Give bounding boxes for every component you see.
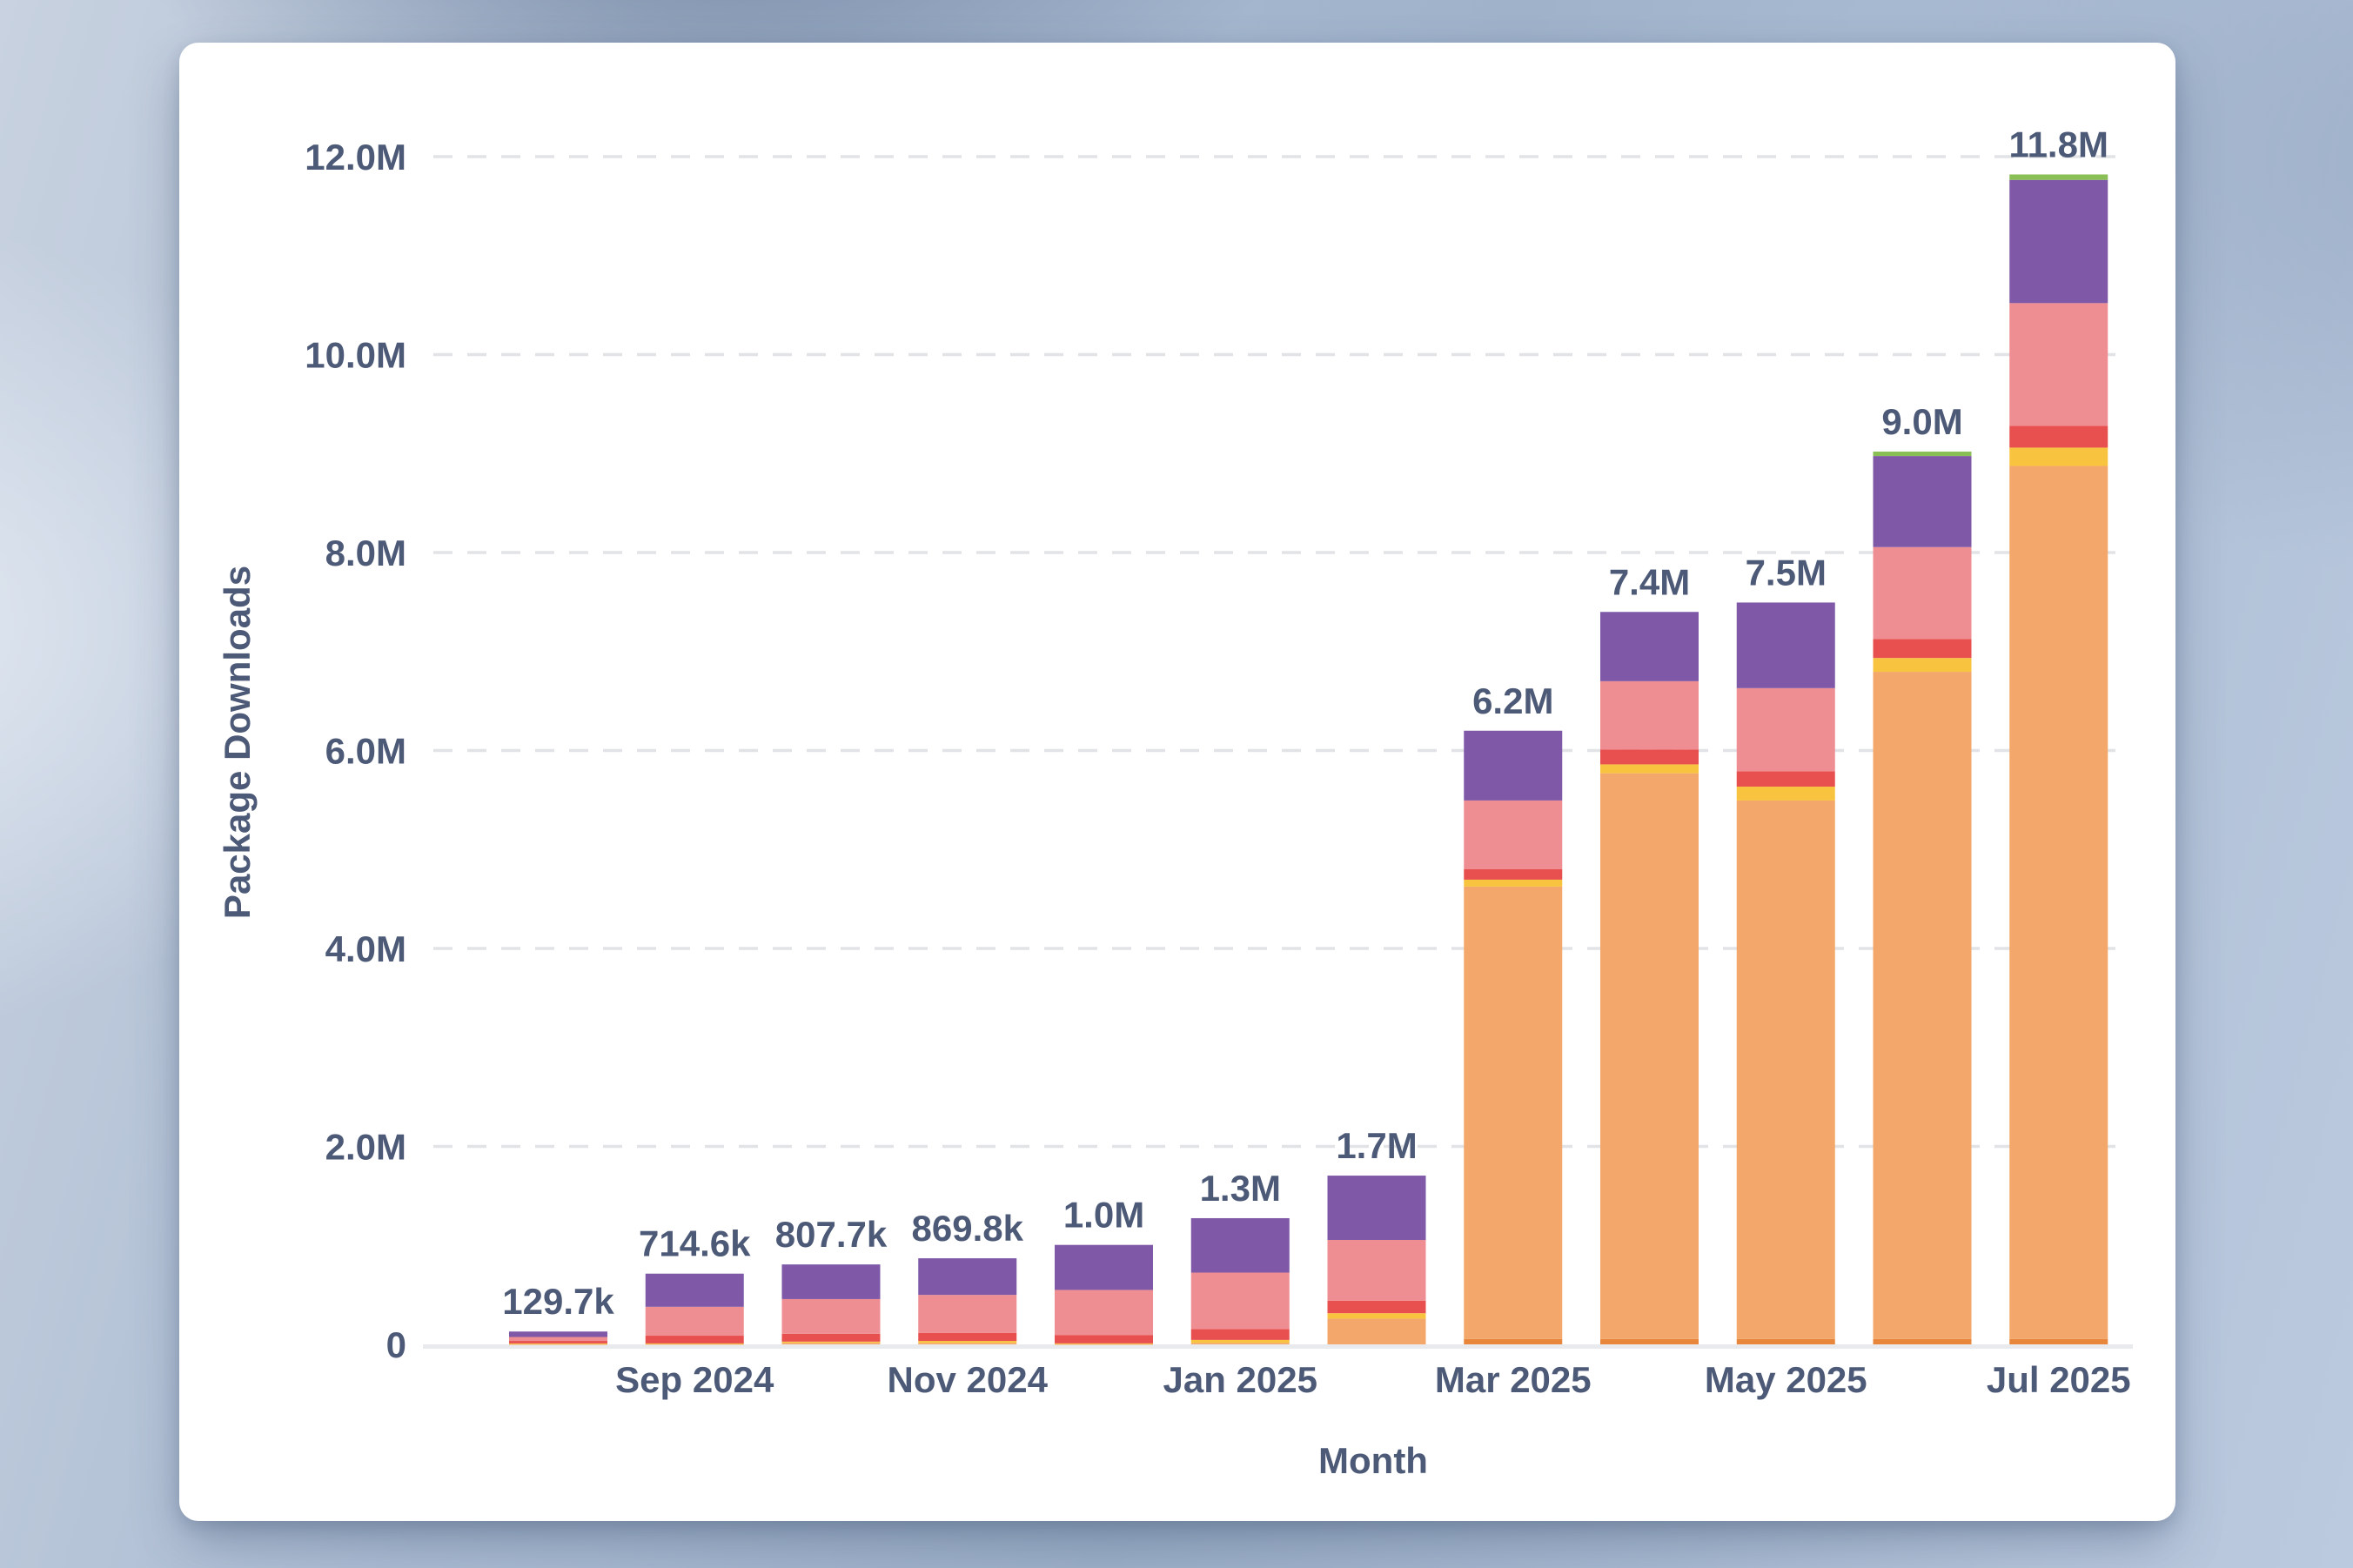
bar-segment-purple-feb-2025 bbox=[1327, 1176, 1426, 1240]
bar-total-label: 869.8k bbox=[912, 1208, 1024, 1249]
bar-segment-purple-oct-2024 bbox=[781, 1264, 881, 1299]
y-axis-title: Package Downloads bbox=[217, 566, 258, 919]
bar-segment-red-oct-2024 bbox=[781, 1333, 881, 1342]
bar-segment-red-feb-2025 bbox=[1327, 1300, 1426, 1314]
bar-value-labels-group: 129.7k 714.6k 807.7k 869.8k 1.0M 1.3M 1.7M 6.2M… bbox=[502, 124, 2108, 1322]
bar-segment-yellow-apr-2025 bbox=[1600, 764, 1699, 774]
bar-segment-pink-apr-2025 bbox=[1600, 680, 1699, 750]
bar-total-label: 1.7M bbox=[1336, 1125, 1417, 1166]
bar-segment-purple-jan-2025 bbox=[1190, 1217, 1290, 1273]
bar-segment-purple-nov-2024 bbox=[918, 1258, 1017, 1296]
bar-segment-purple-sep-2024 bbox=[645, 1273, 744, 1307]
bar-segment-orange-apr-2025 bbox=[1600, 773, 1699, 1339]
bar-segment-dark-orange-may-2025 bbox=[1736, 1338, 1835, 1344]
bar-segment-purple-apr-2025 bbox=[1600, 612, 1699, 681]
bar-segment-orange-nov-2024 bbox=[918, 1343, 1017, 1344]
bar-segment-green-jul-2025 bbox=[2009, 174, 2108, 180]
chart-card: 129.7k 714.6k 807.7k 869.8k 1.0M 1.3M 1.7M 6.2M… bbox=[179, 43, 2175, 1521]
bar-segment-yellow-jul-2025 bbox=[2009, 447, 2108, 466]
bar-total-label: 807.7k bbox=[775, 1214, 888, 1255]
bar-segment-pink-mar-2025 bbox=[1464, 800, 1563, 869]
y-tick-label: 12.0M bbox=[305, 137, 406, 178]
bar-segment-yellow-jan-2025 bbox=[1190, 1339, 1290, 1344]
bar-total-label: 7.4M bbox=[1609, 561, 1690, 602]
bar-total-label: 1.3M bbox=[1200, 1168, 1281, 1209]
bar-segment-yellow-feb-2025 bbox=[1327, 1313, 1426, 1319]
y-tick-label: 10.0M bbox=[305, 335, 406, 376]
bar-segment-yellow-jun-2025 bbox=[1873, 658, 1972, 673]
bar-segment-purple-may-2025 bbox=[1736, 602, 1835, 688]
bar-segment-purple-jun-2025 bbox=[1873, 456, 1972, 547]
bar-segment-yellow-may-2025 bbox=[1736, 787, 1835, 801]
y-tick-label: 0 bbox=[386, 1324, 406, 1365]
bar-total-label: 9.0M bbox=[1881, 401, 1962, 442]
bar-segment-red-may-2025 bbox=[1736, 771, 1835, 787]
y-tick-label: 6.0M bbox=[325, 731, 406, 772]
bar-segment-dark-orange-jul-2025 bbox=[2009, 1338, 2108, 1344]
x-axis-title: Month bbox=[1318, 1440, 1428, 1481]
bar-total-label: 11.8M bbox=[2009, 124, 2108, 164]
x-tick-label: Jul 2025 bbox=[1987, 1359, 2131, 1400]
bar-segment-red-nov-2024 bbox=[918, 1332, 1017, 1342]
bar-total-label: 6.2M bbox=[1472, 680, 1553, 721]
bar-total-label: 7.5M bbox=[1746, 552, 1827, 593]
bar-segment-yellow-oct-2024 bbox=[781, 1341, 881, 1344]
bar-segment-purple-mar-2025 bbox=[1464, 730, 1563, 801]
bar-segment-dark-orange-mar-2025 bbox=[1464, 1338, 1563, 1344]
x-tick-label: Jan 2025 bbox=[1163, 1359, 1317, 1400]
bar-segment-red-apr-2025 bbox=[1600, 749, 1699, 765]
bar-segment-red-jul-2025 bbox=[2009, 426, 2108, 448]
bar-segment-orange-may-2025 bbox=[1736, 800, 1835, 1339]
bar-segment-orange-jun-2025 bbox=[1873, 672, 1972, 1339]
bar-total-label: 714.6k bbox=[639, 1223, 751, 1264]
bar-segment-yellow-mar-2025 bbox=[1464, 879, 1563, 887]
bar-segment-red-dec-2024 bbox=[1055, 1335, 1153, 1344]
bar-total-label: 129.7k bbox=[502, 1281, 614, 1322]
bar-segment-pink-dec-2024 bbox=[1055, 1290, 1153, 1336]
bar-segment-orange-oct-2024 bbox=[781, 1343, 881, 1344]
bar-segment-pink-jul-2025 bbox=[2009, 303, 2108, 426]
bar-segment-pink-oct-2024 bbox=[781, 1298, 881, 1334]
gridlines-group bbox=[423, 155, 2133, 1349]
x-tick-label: Nov 2024 bbox=[888, 1359, 1049, 1400]
bar-segment-green-jun-2025 bbox=[1873, 451, 1972, 457]
bar-total-label: 1.0M bbox=[1063, 1195, 1144, 1236]
bar-segment-red-sep-2024 bbox=[645, 1336, 744, 1344]
bar-segment-orange-mar-2025 bbox=[1464, 886, 1563, 1339]
x-tick-label: Mar 2025 bbox=[1435, 1359, 1592, 1400]
bar-segment-pink-sep-2024 bbox=[645, 1306, 744, 1337]
bar-segment-red-mar-2025 bbox=[1464, 869, 1563, 880]
bar-segment-purple-dec-2024 bbox=[1055, 1244, 1153, 1290]
bar-segment-pink-aug-2024 bbox=[509, 1337, 607, 1342]
axis-ticks-group: 0 2.0M 4.0M 6.0M 8.0M 10.0M 12.0M Sep 2024 Nov 2… bbox=[305, 137, 2130, 1400]
bar-segment-pink-jun-2025 bbox=[1873, 546, 1972, 640]
bar-segment-pink-feb-2025 bbox=[1327, 1239, 1426, 1301]
y-tick-label: 4.0M bbox=[325, 928, 406, 969]
bar-segment-red-aug-2024 bbox=[509, 1341, 607, 1344]
bar-segment-pink-jan-2025 bbox=[1190, 1272, 1290, 1330]
bar-segment-red-jan-2025 bbox=[1190, 1329, 1290, 1340]
bar-segment-yellow-nov-2024 bbox=[918, 1341, 1017, 1344]
y-tick-label: 8.0M bbox=[325, 533, 406, 573]
bars-group bbox=[509, 174, 2108, 1345]
bar-segment-dark-orange-jun-2025 bbox=[1873, 1338, 1972, 1344]
bar-segment-dark-orange-apr-2025 bbox=[1600, 1338, 1699, 1344]
x-tick-label: Sep 2024 bbox=[615, 1359, 774, 1400]
y-tick-label: 2.0M bbox=[325, 1127, 406, 1168]
bar-segment-red-jun-2025 bbox=[1873, 639, 1972, 659]
bar-segment-orange-jul-2025 bbox=[2009, 466, 2108, 1339]
bar-segment-pink-may-2025 bbox=[1736, 687, 1835, 772]
bar-segment-pink-nov-2024 bbox=[918, 1295, 1017, 1333]
bar-segment-purple-aug-2024 bbox=[509, 1331, 607, 1337]
bar-segment-orange-jan-2025 bbox=[1190, 1343, 1290, 1344]
stacked-bar-chart: 129.7k 714.6k 807.7k 869.8k 1.0M 1.3M 1.7M 6.2M… bbox=[217, 124, 2133, 1481]
bar-segment-purple-jul-2025 bbox=[2009, 179, 2108, 304]
bar-segment-orange-feb-2025 bbox=[1327, 1318, 1426, 1344]
x-tick-label: May 2025 bbox=[1705, 1359, 1867, 1400]
